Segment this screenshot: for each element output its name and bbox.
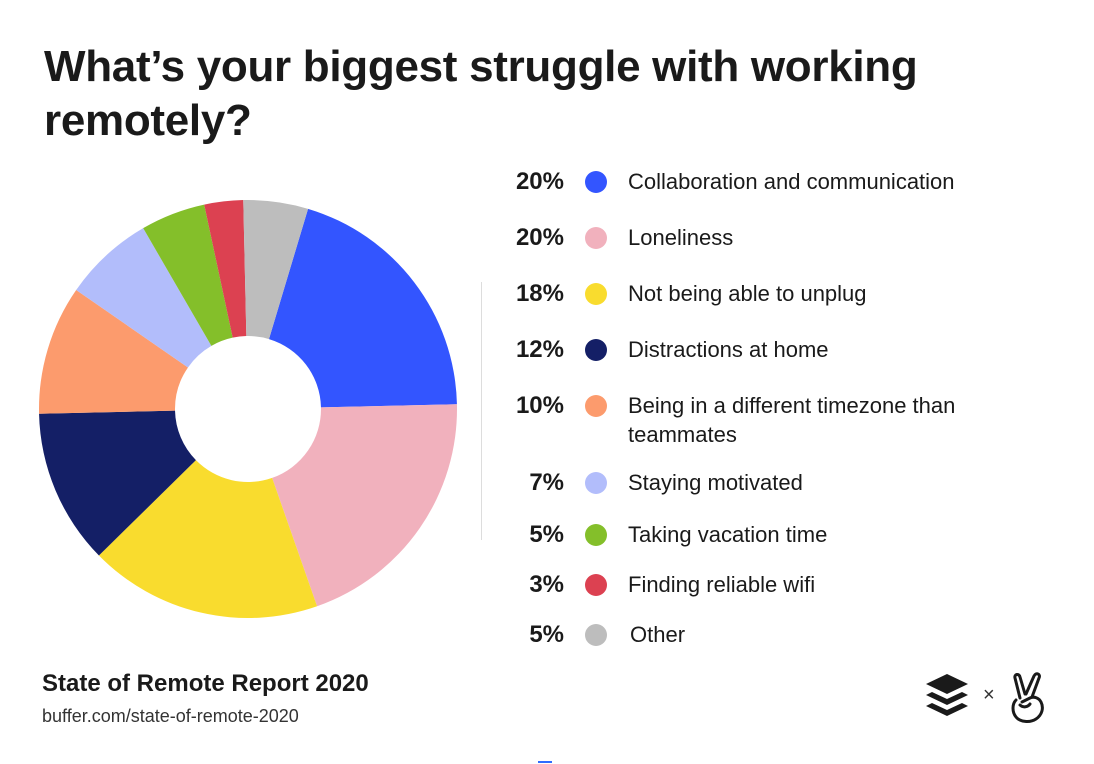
legend-percent: 20%: [515, 168, 564, 195]
peace-hand-icon: [1011, 672, 1044, 723]
legend-percent: 5%: [529, 621, 564, 648]
donut-slice-1: [272, 404, 457, 607]
legend-percent: 20%: [515, 224, 564, 251]
legend-percent: 7%: [529, 469, 564, 496]
donut-slice-8: [243, 199, 309, 340]
legend-swatch: [585, 574, 607, 596]
report-url: buffer.com/state-of-remote-2020: [42, 706, 299, 726]
donut-slice-5: [76, 228, 212, 368]
legend-swatch: [585, 171, 607, 193]
legend-percent: 10%: [515, 392, 564, 419]
donut-chart: [39, 199, 457, 618]
scroll-indicator: [538, 761, 552, 763]
legend-label: Being in a different timezone than teamm…: [628, 393, 956, 447]
legend-percent: 5%: [529, 521, 564, 548]
legend-label: Collaboration and communication: [628, 169, 955, 194]
legend-swatch: [585, 227, 607, 249]
donut-slice-0: [268, 208, 457, 408]
legend-label: Staying motivated: [628, 470, 803, 495]
donut-slice-6: [143, 204, 233, 346]
buffer-stack-icon: [926, 674, 968, 716]
legend-percent: 12%: [515, 336, 564, 363]
legend-label: Other: [630, 622, 686, 647]
legend-label: Not being able to unplug: [628, 281, 867, 306]
legend-swatch: [585, 624, 607, 646]
logo-separator: ×: [983, 684, 995, 706]
legend-swatch: [585, 524, 607, 546]
donut-slice-7: [204, 200, 247, 338]
legend-swatch: [585, 283, 607, 305]
legend-label: Taking vacation time: [628, 522, 828, 547]
donut-slice-3: [39, 410, 196, 556]
legend-label: Loneliness: [628, 225, 734, 250]
legend-swatch: [585, 339, 607, 361]
legend-divider: [481, 282, 482, 540]
donut-slice-2: [98, 460, 318, 618]
legend-swatch: [585, 395, 607, 417]
legend-label: Distractions at home: [628, 337, 829, 362]
legend-swatch: [585, 472, 607, 494]
chart-title: What’s your biggest struggle with workin…: [44, 42, 918, 145]
report-title: State of Remote Report 2020: [42, 670, 369, 697]
legend-percent: 3%: [529, 571, 564, 598]
donut-slice-4: [39, 290, 188, 414]
legend-percent: 18%: [515, 280, 564, 307]
legend-label: Finding reliable wifi: [628, 572, 816, 597]
